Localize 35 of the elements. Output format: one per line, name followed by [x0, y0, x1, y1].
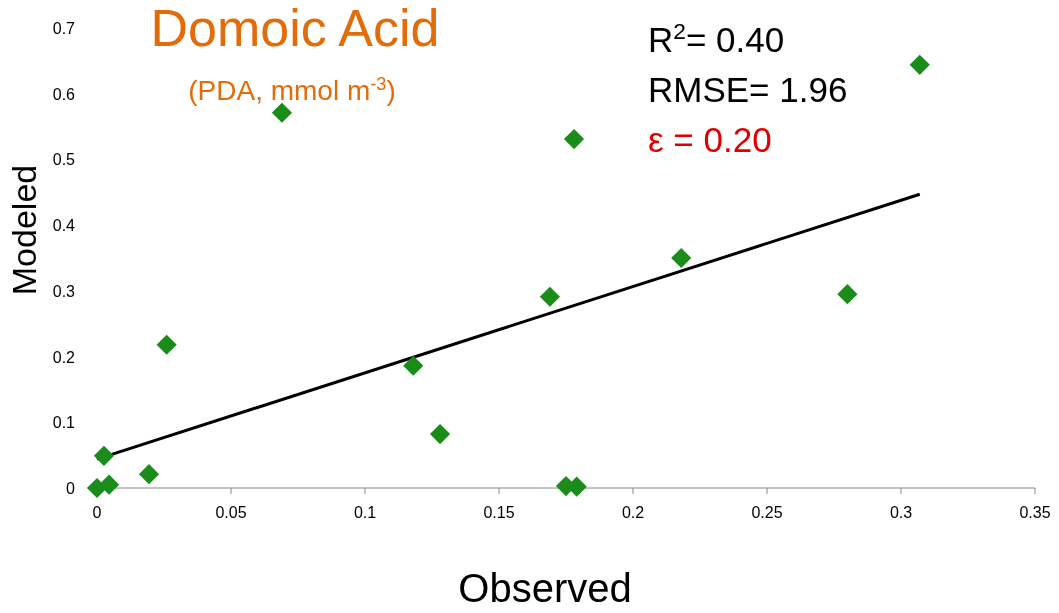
point: [271, 102, 293, 123]
x-tick-label: 0.2: [621, 504, 645, 521]
y-tick-label: 0.3: [52, 282, 76, 300]
x-tick-label: 0.1: [353, 504, 377, 521]
x-tick-label: 0.3: [889, 504, 913, 521]
y-tick-label: 0.4: [52, 217, 76, 235]
point: [837, 284, 858, 305]
annotation: ε = 0.20: [648, 120, 772, 159]
point: [671, 247, 692, 269]
chart-title: Domoic Acid: [150, 0, 440, 57]
y-tick-label: 0: [66, 480, 76, 497]
x-tick-label: 0.35: [1019, 504, 1051, 521]
y-tick-label: 0.2: [52, 348, 76, 366]
annotation: RMSE= 1.96: [648, 70, 848, 109]
y-tick-label: 0.5: [52, 151, 76, 169]
x-tick-label: 0.15: [483, 504, 515, 521]
point: [403, 355, 424, 376]
y-tick-label: 0.7: [52, 20, 76, 37]
point: [429, 424, 451, 445]
annotation: R$^{2}$= 0.40: [648, 18, 785, 59]
point: [909, 54, 930, 75]
x-tick-label: 0: [92, 504, 102, 521]
y-tick-label: 0.1: [52, 414, 76, 432]
point: [156, 334, 177, 355]
point: [93, 445, 115, 466]
y-axis-title: Modeled: [5, 164, 43, 296]
x-tick-label: 0.25: [751, 504, 783, 521]
point: [138, 464, 160, 485]
point: [563, 128, 585, 150]
point: [98, 474, 120, 495]
x-axis-title: Observed: [458, 566, 632, 610]
y-tick-label: 0.6: [52, 85, 76, 103]
point: [539, 286, 561, 307]
text: (PDA, mmol m$^{-3}$): [188, 74, 396, 106]
x-tick-label: 0.05: [215, 504, 247, 521]
